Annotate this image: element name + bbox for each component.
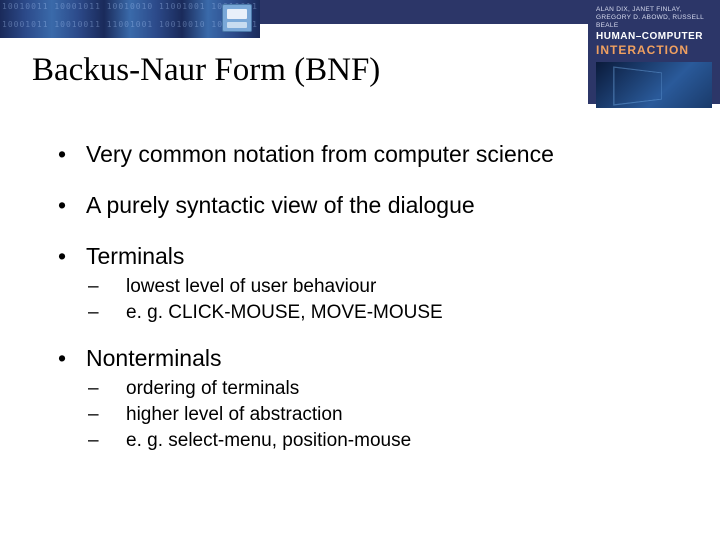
book-title-line-1: HUMAN–COMPUTER bbox=[596, 31, 712, 43]
sub-list-item: higher level of abstraction bbox=[88, 402, 668, 428]
sub-bullet-text: e. g. CLICK-MOUSE, MOVE-MOUSE bbox=[126, 302, 443, 323]
slide-content: Very common notation from computer scien… bbox=[58, 140, 668, 471]
header-binary-graphic bbox=[0, 0, 260, 38]
sub-list-item: e. g. CLICK-MOUSE, MOVE-MOUSE bbox=[88, 300, 668, 326]
book-cover-graphic bbox=[596, 62, 712, 108]
bullet-text: Very common notation from computer scien… bbox=[86, 141, 554, 167]
book-title-line-2: INTERACTION bbox=[596, 43, 712, 57]
sub-bullet-text: e. g. select-menu, position-mouse bbox=[126, 430, 411, 451]
sub-bullet-text: ordering of terminals bbox=[126, 378, 299, 399]
sub-list-item: lowest level of user behaviour bbox=[88, 274, 668, 300]
bullet-text: A purely syntactic view of the dialogue bbox=[86, 192, 475, 218]
book-cover: ALAN DIX, JANET FINLAY, GREGORY D. ABOWD… bbox=[588, 0, 720, 104]
bullet-list: Nonterminals bbox=[58, 344, 668, 373]
bullet-text: Nonterminals bbox=[86, 345, 222, 371]
list-item: Nonterminals bbox=[58, 344, 668, 373]
sub-list-item: ordering of terminals bbox=[88, 376, 668, 402]
list-item: Very common notation from computer scien… bbox=[58, 140, 668, 169]
slide-title: Backus-Naur Form (BNF) bbox=[32, 52, 380, 89]
bullet-list: Very common notation from computer scien… bbox=[58, 140, 668, 270]
sub-bullet-text: higher level of abstraction bbox=[126, 404, 343, 425]
list-item: A purely syntactic view of the dialogue bbox=[58, 191, 668, 220]
book-authors: ALAN DIX, JANET FINLAY, GREGORY D. ABOWD… bbox=[596, 6, 712, 29]
bullet-text: Terminals bbox=[86, 243, 184, 269]
header-computer-icon bbox=[222, 4, 252, 32]
sub-bullet-list: lowest level of user behaviour e. g. CLI… bbox=[88, 274, 668, 325]
list-item: Terminals bbox=[58, 242, 668, 271]
sub-bullet-list: ordering of terminals higher level of ab… bbox=[88, 376, 668, 453]
sub-bullet-text: lowest level of user behaviour bbox=[126, 276, 376, 297]
sub-list-item: e. g. select-menu, position-mouse bbox=[88, 428, 668, 454]
